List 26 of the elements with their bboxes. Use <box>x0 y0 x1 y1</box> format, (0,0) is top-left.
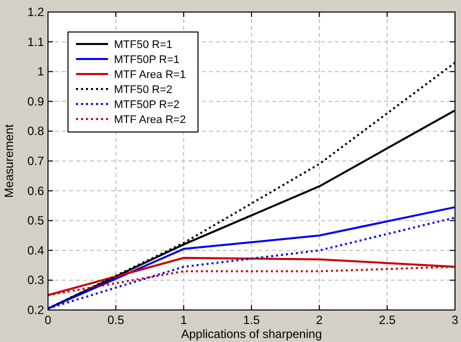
legend-label: MTF50 R=2 <box>114 84 172 96</box>
x-tick-label: 0 <box>44 313 52 327</box>
y-tick-label: 1.1 <box>27 34 44 49</box>
x-tick-label: 1 <box>180 313 188 327</box>
legend-label: MTF50 R=1 <box>114 39 172 51</box>
legend-label: MTF50P R=1 <box>114 54 180 66</box>
y-tick-label: 0.6 <box>27 184 44 198</box>
y-tick-label: 0.2 <box>27 303 44 317</box>
y-tick-label: 0.7 <box>27 154 44 168</box>
y-tick-label: 1 <box>37 64 44 79</box>
y-tick-label: 0.8 <box>27 124 44 138</box>
legend-label: MTF Area R=1 <box>114 69 186 81</box>
x-axis-title: Applications of sharpening <box>181 327 322 341</box>
x-tick-label: 2 <box>316 313 323 327</box>
x-tick-label: 3 <box>452 313 459 327</box>
x-tick-label: 2.5 <box>378 313 396 327</box>
y-tick-label: 0.4 <box>27 243 44 258</box>
y-tick-label: 0.9 <box>27 94 44 108</box>
x-tick-label: 1.5 <box>243 313 260 327</box>
x-tick-label: 0.5 <box>107 313 124 327</box>
y-tick-label: 0.3 <box>27 273 44 288</box>
legend-label: MTF50P R=2 <box>114 99 180 111</box>
y-tick-label: 1.2 <box>27 5 44 19</box>
y-tick-label: 0.5 <box>27 214 44 228</box>
y-axis-title: Measurement <box>2 124 16 198</box>
legend-label: MTF Area R=2 <box>114 114 186 126</box>
